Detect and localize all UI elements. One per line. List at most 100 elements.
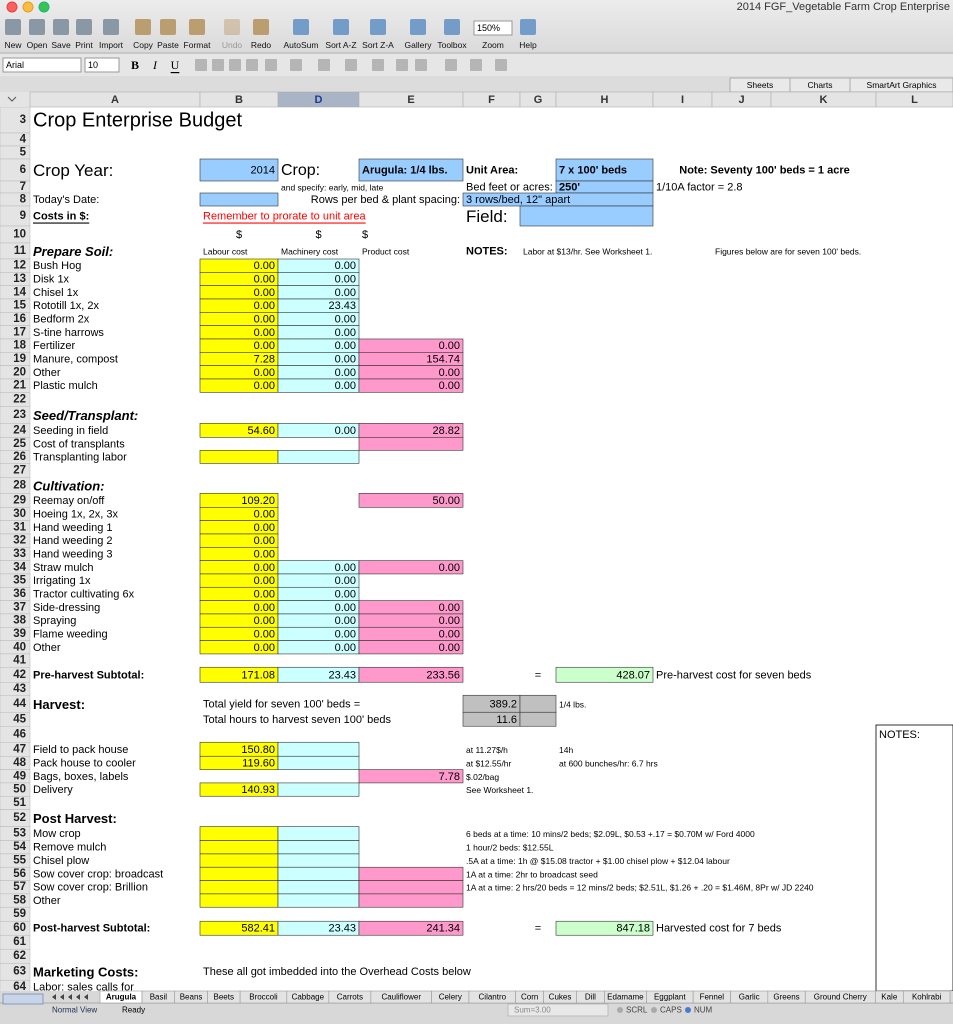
tab-scroll[interactable] <box>60 994 64 1000</box>
cell-text[interactable]: 1/10A factor = 2.8 <box>656 182 743 194</box>
cell-text[interactable]: 50.00 <box>432 495 460 507</box>
cell-text[interactable]: These all got imbedded into the Overhead… <box>203 966 471 978</box>
row-number[interactable]: 8 <box>20 194 27 206</box>
cell-text[interactable]: Mow crop <box>33 828 81 840</box>
toolbar-label[interactable]: Gallery <box>405 40 433 50</box>
toolbar-label[interactable]: Copy <box>133 40 154 50</box>
cell-text[interactable]: 0.00 <box>335 602 356 614</box>
cell-text[interactable]: 0.00 <box>439 602 460 614</box>
cell-text[interactable]: 0.00 <box>335 425 356 437</box>
cell-fill[interactable] <box>358 436 464 451</box>
toolbar-icon[interactable] <box>53 19 69 35</box>
cell-text[interactable]: Remove mulch <box>33 842 106 854</box>
row-number[interactable]: 24 <box>13 424 26 436</box>
cell-text[interactable]: Other <box>33 642 61 654</box>
toolbar-label[interactable]: Print <box>75 40 93 50</box>
cell-text[interactable]: 0.00 <box>254 588 275 600</box>
cell-text[interactable]: 0.00 <box>335 367 356 379</box>
row-number[interactable]: 38 <box>13 615 26 627</box>
sheet-tab-label[interactable]: Arugula <box>106 993 137 1002</box>
column-letter[interactable]: L <box>911 94 918 106</box>
cell-text[interactable]: 154.74 <box>426 353 460 365</box>
cell-text[interactable]: 0.00 <box>254 615 275 627</box>
cell-text[interactable]: Figures below are for seven 100' beds. <box>715 247 861 257</box>
cell-fill[interactable] <box>277 880 360 895</box>
cell-text[interactable]: 0.00 <box>335 313 356 325</box>
cell-text[interactable]: Machinery cost <box>281 247 339 257</box>
row-number[interactable]: 21 <box>13 380 26 392</box>
cell-text[interactable]: 23.43 <box>328 669 356 681</box>
cell-text[interactable]: 0.00 <box>335 260 356 272</box>
column-letter[interactable]: D <box>315 94 323 106</box>
cell-text[interactable]: 0.00 <box>335 588 356 600</box>
format-icon[interactable] <box>372 59 384 71</box>
row-number[interactable]: 59 <box>13 908 26 920</box>
cell-text[interactable]: 0.00 <box>254 313 275 325</box>
row-number[interactable]: 46 <box>13 728 26 740</box>
toolbar-label[interactable]: Paste <box>157 40 179 50</box>
ribbon-tab-label[interactable]: Sheets <box>747 80 773 90</box>
cell-text[interactable]: 0.00 <box>254 260 275 272</box>
cell-text[interactable]: 0.00 <box>254 340 275 352</box>
row-number[interactable]: 32 <box>13 535 26 547</box>
row-number[interactable]: 52 <box>13 812 26 824</box>
cell-text[interactable]: 109.20 <box>241 495 275 507</box>
cell-fill[interactable] <box>199 158 279 182</box>
row-number[interactable]: 20 <box>13 366 26 378</box>
cell-text[interactable]: Other <box>33 367 61 379</box>
cell-text[interactable]: 428.07 <box>616 669 650 681</box>
toolbar-icon[interactable] <box>293 19 309 35</box>
toolbar-label[interactable]: Save <box>51 40 71 50</box>
cell-text[interactable]: 0.00 <box>439 615 460 627</box>
tab-scroll[interactable] <box>84 994 88 1000</box>
cell-text[interactable]: 119.60 <box>242 757 275 769</box>
toolbar-icon[interactable] <box>189 19 205 35</box>
cell-fill[interactable] <box>277 853 360 868</box>
cell-text[interactable]: 23.43 <box>328 300 356 312</box>
cell-text[interactable]: 23.43 <box>328 923 356 935</box>
cell-text[interactable]: Pre-harvest Subtotal: <box>33 669 144 681</box>
cell-text[interactable]: 0.00 <box>254 642 275 654</box>
cell-text[interactable]: 2014 <box>251 165 275 177</box>
tab-scroll[interactable] <box>68 994 72 1000</box>
row-number[interactable]: 62 <box>13 950 26 962</box>
sheet-tab-label[interactable]: Cukes <box>549 993 572 1002</box>
cell-text[interactable]: Side-dressing <box>33 602 100 614</box>
cell-text[interactable]: 1A at a time: 2 hrs/20 beds = 12 mins/2 … <box>466 883 814 893</box>
sheet-tab-label[interactable]: Broccoli <box>249 993 278 1002</box>
column-letter[interactable]: B <box>235 94 243 106</box>
cell-text[interactable]: 0.00 <box>254 562 275 574</box>
cell-text[interactable]: 0.00 <box>335 353 356 365</box>
cell-fill[interactable] <box>199 449 279 464</box>
format-icon[interactable] <box>495 59 507 71</box>
cell-text[interactable]: 0.00 <box>335 575 356 587</box>
row-number[interactable]: 35 <box>13 575 26 587</box>
cell-text[interactable]: 0.00 <box>254 535 275 547</box>
zoom-box[interactable] <box>473 20 513 36</box>
toolbar-label[interactable]: Sort A-Z <box>325 40 356 50</box>
row-number[interactable]: 45 <box>13 713 26 725</box>
cell-text[interactable]: Sow cover crop: broadcast <box>33 868 163 880</box>
cell-text[interactable]: Irrigating 1x <box>33 575 91 587</box>
row-number[interactable]: 44 <box>13 698 26 710</box>
cell-text[interactable]: 0.00 <box>254 287 275 299</box>
format-icon[interactable] <box>415 59 427 71</box>
row-number[interactable]: 14 <box>13 286 26 298</box>
toolbar-icon[interactable] <box>5 19 21 35</box>
format-icon[interactable] <box>212 59 224 71</box>
row-number[interactable]: 40 <box>13 641 26 653</box>
cell-text[interactable]: Hoeing 1x, 2x, 3x <box>33 508 118 520</box>
cell-text[interactable]: 3 rows/bed, 12" apart <box>466 194 570 206</box>
cell-text[interactable]: Sow cover crop: Brillion <box>33 882 148 894</box>
cell-text[interactable]: Labor at $13/hr. See Worksheet 1. <box>523 247 652 257</box>
sheet-tab-label[interactable]: Corn <box>521 993 538 1002</box>
column-letter[interactable]: G <box>534 94 543 106</box>
column-letter[interactable]: J <box>738 94 744 106</box>
cell-text[interactable]: Straw mulch <box>33 562 94 574</box>
format-icon[interactable] <box>396 59 408 71</box>
cell-text[interactable]: Harvested cost for 7 beds <box>656 923 782 935</box>
row-number[interactable]: 28 <box>13 479 26 491</box>
column-letter[interactable]: H <box>601 94 609 106</box>
cell-text[interactable]: Total yield for seven 100' beds = <box>203 698 360 710</box>
cell-text[interactable]: 0.00 <box>439 380 460 392</box>
